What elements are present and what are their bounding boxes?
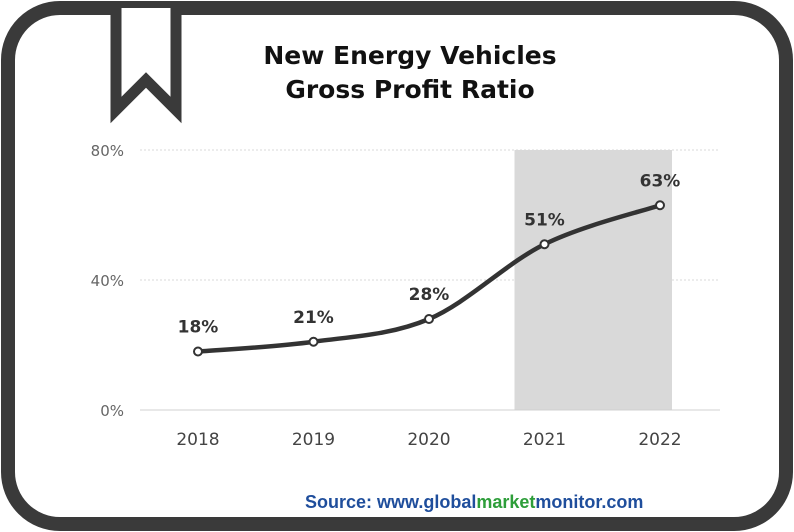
chart-title-line-2: Gross Profit Ratio	[285, 75, 535, 104]
bookmark-ribbon-icon	[110, 8, 182, 124]
source-global: global	[423, 492, 477, 512]
source-monitor: monitor	[535, 492, 602, 512]
data-point-2021	[539, 239, 550, 250]
data-label-2022: 63%	[640, 171, 681, 191]
x-tick-label: 2021	[523, 430, 566, 450]
source-note: Source: www.globalmarketmonitor.com	[305, 492, 643, 513]
chart-title-line-1: New Energy Vehicles	[263, 41, 557, 70]
source-market: market	[476, 492, 536, 512]
data-label-2021: 51%	[524, 210, 565, 230]
x-tick-label: 2022	[638, 430, 681, 450]
data-point-2020	[424, 314, 434, 324]
source-suffix: .com	[601, 492, 644, 512]
x-tick-label: 2020	[407, 430, 450, 450]
y-tick-label: 0%	[100, 402, 124, 420]
x-tick-label: 2018	[176, 430, 219, 450]
data-point-2019	[308, 336, 319, 347]
data-label-2019: 21%	[293, 308, 334, 328]
y-tick-label: 40%	[91, 272, 124, 290]
x-tick-label: 2019	[292, 430, 335, 450]
source-prefix: Source: www.	[305, 492, 424, 512]
data-point-2018	[193, 346, 203, 357]
data-point-2022	[655, 200, 665, 211]
y-tick-label: 80%	[91, 142, 124, 160]
data-label-2018: 18%	[178, 318, 219, 338]
data-label-2020: 28%	[409, 285, 450, 305]
